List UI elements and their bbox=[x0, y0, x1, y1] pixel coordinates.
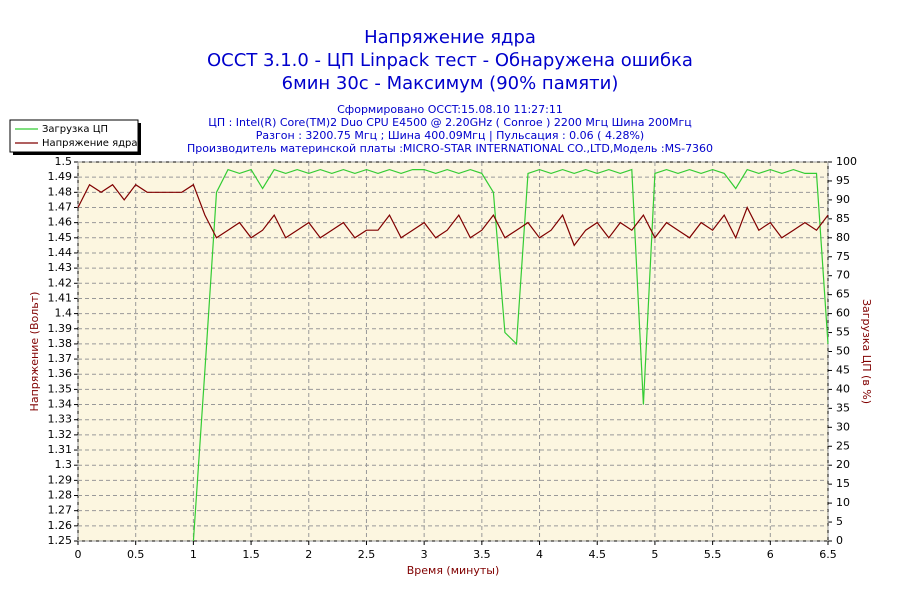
x-tick-label: 6.5 bbox=[819, 548, 837, 561]
chart-subtitle: Разгон : 3200.75 Мгц ; Шина 400.09Мгц | … bbox=[256, 129, 644, 142]
y2-tick-label: 0 bbox=[836, 534, 843, 547]
y2-tick-label: 5 bbox=[836, 515, 843, 528]
y-tick-label: 1.44 bbox=[48, 246, 73, 259]
chart-title: 6мин 30с - Максимум (90% памяти) bbox=[282, 73, 619, 94]
plot-area bbox=[77, 161, 829, 542]
y2-tick-label: 60 bbox=[836, 307, 850, 320]
y2-axis-title: Загрузка ЦП (в %) bbox=[860, 299, 873, 404]
legend-box bbox=[9, 119, 139, 153]
y-tick-label: 1.32 bbox=[48, 428, 73, 441]
x-tick-label: 5 bbox=[651, 548, 658, 561]
chart-title: OCCT 3.1.0 - ЦП Linpack тест - Обнаружен… bbox=[207, 50, 693, 71]
y2-tick-label: 95 bbox=[836, 174, 850, 187]
y-tick-label: 1.42 bbox=[48, 276, 73, 289]
y-tick-label: 1.4 bbox=[55, 307, 73, 320]
y-tick-label: 1.5 bbox=[55, 155, 73, 168]
x-tick-label: 1 bbox=[190, 548, 197, 561]
y2-tick-label: 10 bbox=[836, 496, 850, 509]
y2-tick-label: 70 bbox=[836, 269, 850, 282]
y2-tick-label: 75 bbox=[836, 250, 850, 263]
y2-tick-label: 25 bbox=[836, 439, 850, 452]
series-line bbox=[77, 183, 829, 247]
x-tick-label: 0.5 bbox=[127, 548, 145, 561]
y-tick-label: 1.48 bbox=[48, 185, 73, 198]
y-tick-label: 1.47 bbox=[48, 200, 73, 213]
x-tick-label: 6 bbox=[767, 548, 774, 561]
x-tick-label: 3.5 bbox=[473, 548, 491, 561]
y2-tick-label: 50 bbox=[836, 345, 850, 358]
y-tick-label: 1.26 bbox=[48, 519, 73, 532]
y-tick-label: 1.31 bbox=[48, 443, 73, 456]
y2-tick-label: 45 bbox=[836, 363, 850, 376]
x-tick-label: 2 bbox=[305, 548, 312, 561]
x-tick-label: 3 bbox=[421, 548, 428, 561]
y-tick-label: 1.34 bbox=[48, 398, 73, 411]
x-tick-label: 5.5 bbox=[704, 548, 722, 561]
x-tick-label: 4.5 bbox=[588, 548, 606, 561]
y-tick-label: 1.38 bbox=[48, 337, 73, 350]
x-tick-label: 0 bbox=[75, 548, 82, 561]
legend-label: Напряжение ядра bbox=[42, 138, 137, 149]
series-line bbox=[192, 168, 829, 542]
y-tick-label: 1.41 bbox=[48, 291, 73, 304]
y2-tick-label: 55 bbox=[836, 326, 850, 339]
y2-tick-label: 35 bbox=[836, 401, 850, 414]
y2-tick-label: 80 bbox=[836, 231, 850, 244]
chart-subtitle: Производитель материнской платы :MICRO-S… bbox=[187, 142, 713, 155]
y-tick-label: 1.37 bbox=[48, 352, 73, 365]
y2-tick-label: 30 bbox=[836, 420, 850, 433]
y-tick-label: 1.39 bbox=[48, 322, 73, 335]
y-tick-label: 1.29 bbox=[48, 473, 73, 486]
x-axis-title: Время (минуты) bbox=[407, 564, 500, 577]
y2-tick-label: 40 bbox=[836, 382, 850, 395]
x-tick-label: 4 bbox=[536, 548, 543, 561]
chart-title: Напряжение ядра bbox=[364, 27, 536, 48]
y-tick-label: 1.35 bbox=[48, 382, 73, 395]
chart-subtitle: Сформировано OCCT:15.08.10 11:27:11 bbox=[337, 103, 563, 116]
y-tick-label: 1.25 bbox=[48, 534, 73, 547]
y-tick-label: 1.3 bbox=[55, 458, 73, 471]
y-tick-label: 1.33 bbox=[48, 413, 73, 426]
y-tick-label: 1.36 bbox=[48, 367, 73, 380]
y-tick-label: 1.46 bbox=[48, 216, 73, 229]
y-tick-label: 1.43 bbox=[48, 261, 73, 274]
y2-tick-label: 85 bbox=[836, 212, 850, 225]
chart-subtitle: ЦП : Intel(R) Core(TM)2 Duo CPU E4500 @ … bbox=[208, 116, 691, 129]
y2-tick-label: 20 bbox=[836, 458, 850, 471]
y-tick-label: 1.27 bbox=[48, 504, 73, 517]
y2-tick-label: 15 bbox=[836, 477, 850, 490]
y-axis-title: Напряжение (Вольт) bbox=[28, 292, 41, 412]
y2-tick-label: 65 bbox=[836, 288, 850, 301]
legend-label: Загрузка ЦП bbox=[42, 124, 108, 135]
y-tick-label: 1.49 bbox=[48, 170, 73, 183]
y2-tick-label: 90 bbox=[836, 193, 850, 206]
x-tick-label: 2.5 bbox=[358, 548, 376, 561]
y-tick-label: 1.28 bbox=[48, 489, 73, 502]
y2-tick-label: 100 bbox=[836, 155, 857, 168]
y-tick-label: 1.45 bbox=[48, 231, 73, 244]
x-tick-label: 1.5 bbox=[242, 548, 260, 561]
